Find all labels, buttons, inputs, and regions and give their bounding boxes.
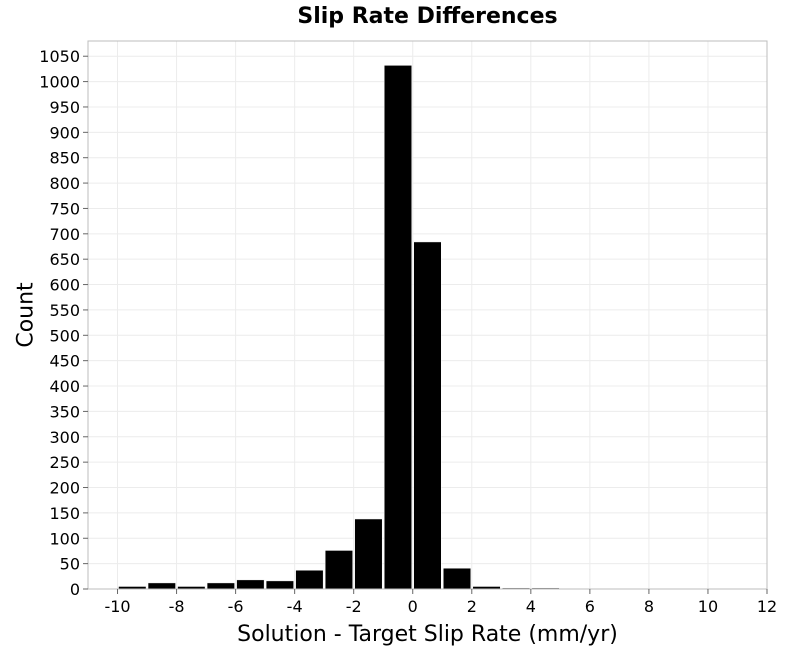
x-tick-label: 10 — [698, 597, 718, 616]
y-tick-label: 850 — [49, 149, 80, 168]
y-tick-label: 600 — [49, 276, 80, 295]
y-tick-label: 350 — [49, 402, 80, 421]
y-tick-label: 200 — [49, 479, 80, 498]
histogram-bar — [147, 582, 176, 590]
histogram-bar — [354, 518, 383, 590]
y-axis-label: Count — [14, 282, 39, 348]
histogram-bar — [265, 580, 294, 590]
x-tick-label: 2 — [467, 597, 477, 616]
x-axis-label: Solution - Target Slip Rate (mm/yr) — [237, 622, 618, 647]
y-tick-label: 800 — [49, 174, 80, 193]
histogram-bar — [206, 582, 235, 590]
y-tick-label: 150 — [49, 504, 80, 523]
plot-frame — [87, 40, 768, 590]
histogram-bar — [383, 65, 412, 590]
histogram-bar — [236, 579, 265, 590]
x-tick-label: 0 — [408, 597, 418, 616]
x-tick-label: 12 — [757, 597, 777, 616]
x-tick-label: 8 — [644, 597, 654, 616]
y-tick-label: 100 — [49, 529, 80, 548]
x-tick-label: -4 — [287, 597, 303, 616]
histogram-bar — [324, 550, 353, 590]
x-tick-label: 4 — [526, 597, 536, 616]
x-tick-label: -10 — [104, 597, 130, 616]
y-tick-label: 500 — [49, 326, 80, 345]
tick-layer: 0501001502002503003504004505005506006507… — [39, 47, 777, 616]
y-tick-label: 700 — [49, 225, 80, 244]
chart-title: Slip Rate Differences — [297, 4, 557, 29]
y-tick-label: 250 — [49, 453, 80, 472]
x-tick-label: 6 — [585, 597, 595, 616]
y-tick-label: 950 — [49, 98, 80, 117]
y-tick-label: 900 — [49, 123, 80, 142]
y-tick-label: 1000 — [39, 73, 80, 92]
histogram-bar — [295, 569, 324, 590]
histogram-bar — [443, 567, 472, 590]
y-tick-label: 450 — [49, 352, 80, 371]
y-tick-label: 300 — [49, 428, 80, 447]
x-tick-label: -2 — [346, 597, 362, 616]
x-tick-label: -8 — [169, 597, 185, 616]
histogram-bar — [413, 241, 442, 590]
y-tick-label: 550 — [49, 301, 80, 320]
y-tick-label: 1050 — [39, 47, 80, 66]
y-tick-label: 0 — [70, 580, 80, 599]
bar-layer — [118, 65, 560, 590]
y-tick-label: 50 — [60, 555, 80, 574]
x-tick-label: -6 — [228, 597, 244, 616]
y-tick-label: 750 — [49, 199, 80, 218]
y-tick-label: 650 — [49, 250, 80, 269]
y-tick-label: 400 — [49, 377, 80, 396]
